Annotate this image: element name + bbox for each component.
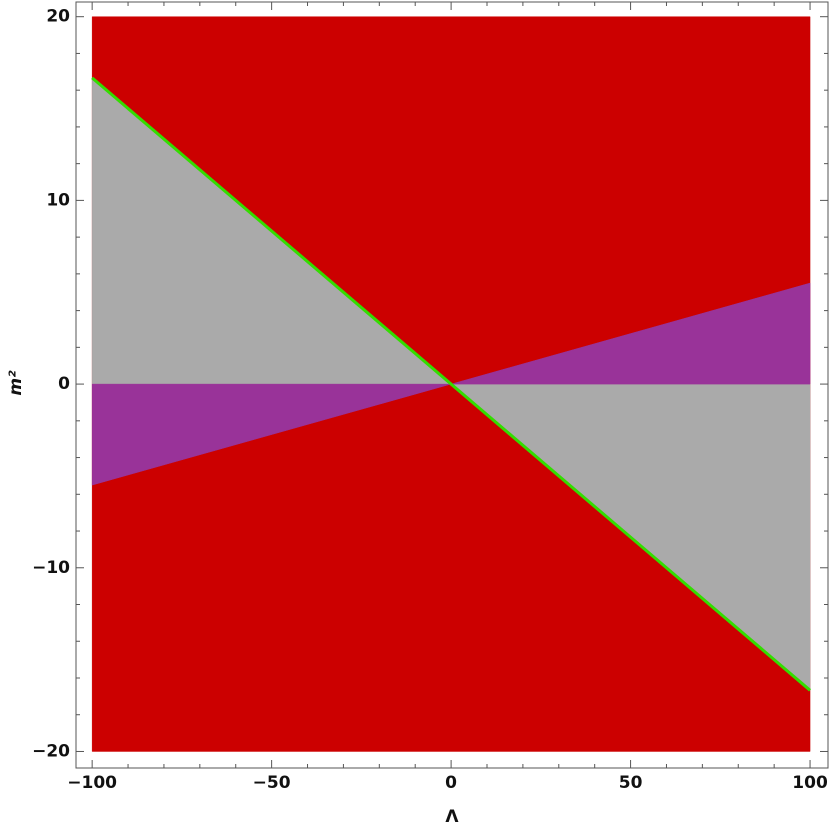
x-tick-label: 0 (445, 773, 457, 793)
x-tick-label: 50 (619, 773, 643, 793)
y-tick-label: −20 (32, 741, 70, 761)
y-tick-label: 0 (58, 374, 70, 394)
region (91, 383, 452, 486)
y-tick-label: 20 (46, 7, 70, 27)
x-tick-label: 100 (792, 773, 828, 793)
x-tick-label: −100 (67, 773, 117, 793)
y-tick-label: −10 (32, 558, 70, 578)
boundary-line (91, 76, 812, 692)
x-axis-label: Λ (445, 807, 459, 827)
y-tick-label: 10 (46, 190, 70, 210)
y-axis-label: m² (6, 370, 26, 396)
region (451, 282, 811, 385)
plot-frame (75, 1, 829, 769)
x-tick-label: −50 (253, 773, 291, 793)
